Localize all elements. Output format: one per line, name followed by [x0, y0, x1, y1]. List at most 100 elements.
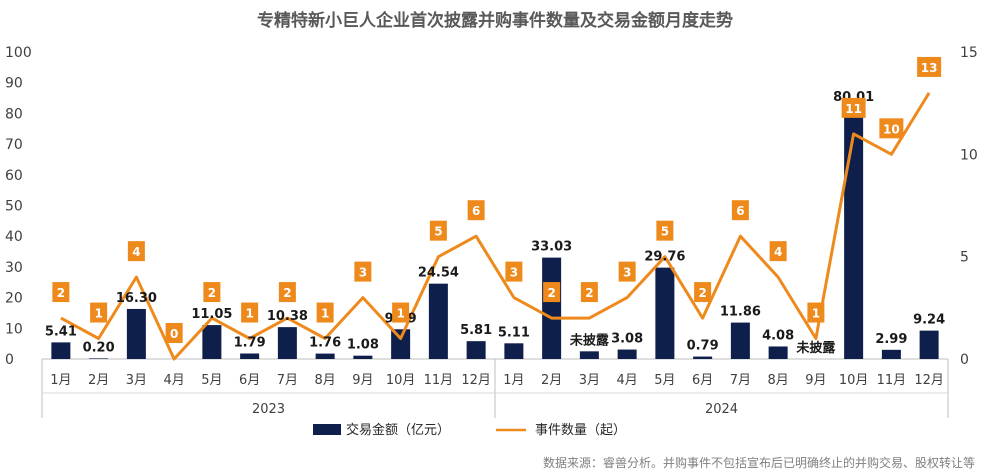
- line-marker: [807, 302, 825, 323]
- bar: [881, 349, 901, 359]
- line-data-label: 6: [472, 204, 480, 218]
- line-marker: [879, 118, 904, 139]
- line-data-label: 2: [698, 286, 706, 300]
- line-data-label: 2: [283, 286, 291, 300]
- category-label: 8月: [767, 373, 788, 388]
- legend-bar-label: 交易金额（亿元）: [346, 422, 450, 438]
- line-series: [60, 92, 931, 361]
- line-marker: [241, 302, 259, 323]
- line-data-label: 1: [245, 307, 253, 321]
- category-label: 3月: [126, 373, 147, 388]
- category-label: 1月: [50, 373, 71, 388]
- bar: [240, 353, 260, 359]
- line-data-label: 1: [812, 307, 820, 321]
- line-marker: [278, 282, 296, 303]
- category-label: 6月: [239, 373, 260, 388]
- line-data-label: 1: [94, 307, 102, 321]
- bar: [315, 353, 335, 359]
- bar: [844, 113, 864, 360]
- line-marker: [127, 241, 145, 262]
- bar-data-label: 33.03: [531, 240, 572, 255]
- line-marker: [52, 282, 70, 303]
- bar: [428, 283, 448, 359]
- category-label: 4月: [163, 373, 184, 388]
- line-data-label: 5: [434, 225, 442, 239]
- line-marker: [656, 220, 674, 241]
- category-label: 7月: [277, 373, 298, 388]
- year-label: 2023: [252, 402, 285, 417]
- line-marker: [203, 282, 221, 303]
- bar: [617, 349, 637, 359]
- line-marker: [316, 302, 334, 323]
- category-label: 9月: [352, 373, 373, 388]
- line-marker: [694, 282, 712, 303]
- bar-data-label: 1.79: [234, 336, 266, 351]
- bar-data-label: 9.24: [913, 313, 945, 328]
- line-data-label: 10: [883, 122, 900, 136]
- bar: [504, 343, 524, 359]
- bar-data-label: 5.81: [460, 323, 492, 338]
- bar-data-label: 0.79: [687, 339, 719, 354]
- bar-data-label: 29.76: [644, 250, 685, 265]
- line-data-label: 2: [585, 286, 593, 300]
- right-tick-label: 10: [960, 147, 978, 163]
- bar: [466, 341, 486, 359]
- bar: [353, 355, 373, 359]
- left-tick-label: 10: [5, 321, 23, 337]
- line-data-label: 1: [396, 307, 404, 321]
- left-tick-label: 40: [5, 229, 23, 245]
- left-axis: 0 10 20 30 40 50 60 70 80 90 100: [5, 45, 32, 368]
- line-data-label: 2: [57, 286, 65, 300]
- category-label: 5月: [654, 373, 675, 388]
- category-label: 12月: [461, 373, 491, 388]
- year-label: 2024: [705, 402, 738, 417]
- category-label: 5月: [201, 373, 222, 388]
- bar: [655, 267, 675, 359]
- bar: [730, 322, 750, 359]
- bar-data-label: 5.11: [498, 325, 530, 340]
- category-label: 11月: [877, 373, 907, 388]
- line-data-label: 2: [208, 286, 216, 300]
- right-axis: 0 5 10 15: [960, 45, 978, 368]
- bar-data-label: 未披露: [569, 332, 610, 348]
- bar: [768, 346, 788, 359]
- bar: [919, 330, 939, 359]
- line-marker: [467, 200, 485, 221]
- source-note: 数据来源：睿兽分析。并购事件不包括宣布后已明确终止的并购交易、股权转让等: [543, 455, 975, 470]
- left-tick-label: 20: [5, 291, 23, 307]
- line-marker: [90, 302, 108, 323]
- line-marker: [580, 282, 598, 303]
- right-tick-label: 5: [960, 250, 969, 266]
- line-marker: [731, 200, 749, 221]
- line-data-label: 11: [845, 102, 862, 116]
- line-marker: [392, 302, 410, 323]
- line-data-label: 0: [170, 327, 178, 341]
- bar-data-label: 未披露: [795, 340, 836, 356]
- right-tick-label: 0: [960, 352, 969, 368]
- legend-bar-swatch: [313, 424, 341, 435]
- category-label: 10月: [839, 373, 869, 388]
- bar: [277, 327, 297, 359]
- bar-data-label: 2.99: [875, 332, 907, 347]
- category-label: 10月: [386, 373, 416, 388]
- line-marker: [769, 241, 787, 262]
- line-marker: [917, 56, 942, 77]
- category-label: 11月: [424, 373, 454, 388]
- bar-data-label: 11.05: [191, 307, 232, 322]
- bar-data-label: 4.08: [762, 328, 794, 343]
- chart-title: 专精特新小巨人企业首次披露并购事件数量及交易金额月度走势: [257, 10, 733, 31]
- bar-data-label: 3.08: [611, 332, 643, 347]
- category-label: 7月: [730, 373, 751, 388]
- bar-data-label: 1.08: [347, 338, 379, 353]
- left-tick-label: 0: [5, 352, 14, 368]
- left-tick-label: 50: [5, 199, 23, 215]
- line-data-label: 3: [510, 266, 518, 280]
- bar: [89, 358, 109, 359]
- line-marker: [618, 261, 636, 282]
- line-marker: [354, 261, 372, 282]
- category-label: 2月: [88, 373, 109, 388]
- bar-data-label: 10.38: [267, 309, 308, 324]
- line-data-label: 4: [132, 245, 140, 259]
- category-label: 12月: [914, 373, 944, 388]
